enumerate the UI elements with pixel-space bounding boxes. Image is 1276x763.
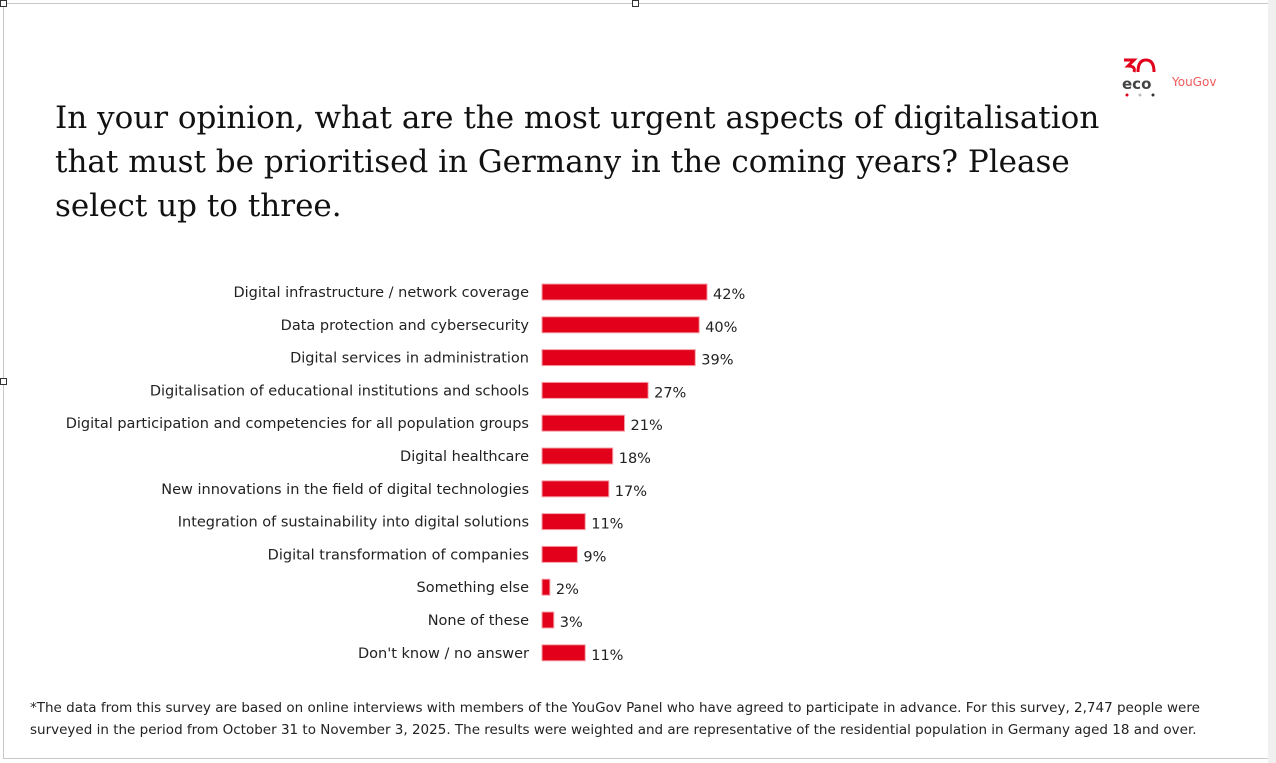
data-label: 11%	[591, 517, 623, 533]
bar	[541, 545, 578, 563]
bar	[541, 611, 555, 629]
logo-brand: YouGov	[1171, 75, 1216, 89]
data-label: 2%	[556, 582, 579, 598]
category-label: Data protection and cybersecurity	[281, 318, 530, 334]
category-label: Integration of sustainability into digit…	[178, 515, 529, 531]
data-label: 21%	[631, 418, 663, 434]
footnote: *The data from this survey are based on …	[30, 700, 1200, 738]
category-label: None of these	[428, 613, 529, 629]
category-label: Don't know / no answer	[358, 646, 529, 662]
category-label: Digital participation and competencies f…	[66, 416, 529, 432]
data-label: 27%	[654, 385, 686, 401]
data-label: 3%	[560, 615, 583, 631]
bar	[541, 414, 626, 432]
resize-handle[interactable]	[0, 378, 7, 385]
category-label: Digitalisation of educational institutio…	[150, 383, 529, 399]
resize-handle[interactable]	[632, 0, 639, 7]
data-label: 39%	[701, 353, 733, 369]
bar	[541, 447, 614, 465]
logo-eco: eco	[1122, 75, 1151, 93]
bar	[541, 283, 708, 301]
bar	[541, 316, 700, 334]
data-label: 42%	[713, 287, 745, 303]
category-label: Something else	[417, 580, 530, 596]
category-label: Digital healthcare	[400, 449, 529, 465]
category-label: New innovations in the field of digital …	[161, 482, 529, 498]
category-label: Digital services in administration	[290, 351, 529, 367]
bar	[541, 349, 696, 367]
bar	[541, 480, 610, 498]
data-label: 11%	[591, 648, 623, 664]
data-label: 17%	[615, 484, 647, 500]
scrollbar[interactable]	[1268, 0, 1276, 763]
data-label: 18%	[619, 451, 651, 467]
resize-handle[interactable]	[0, 0, 7, 7]
category-label: Digital infrastructure / network coverag…	[233, 285, 529, 301]
bar	[541, 578, 551, 596]
chart-title: In your opinion, what are the most urgen…	[55, 100, 1100, 224]
data-label: 9%	[583, 549, 606, 565]
bar	[541, 644, 586, 662]
category-label: Digital transformation of companies	[268, 547, 529, 563]
data-label: 40%	[705, 320, 737, 336]
bar	[541, 381, 649, 399]
bar	[541, 513, 586, 531]
logo: eco YouGov	[1120, 56, 1230, 102]
